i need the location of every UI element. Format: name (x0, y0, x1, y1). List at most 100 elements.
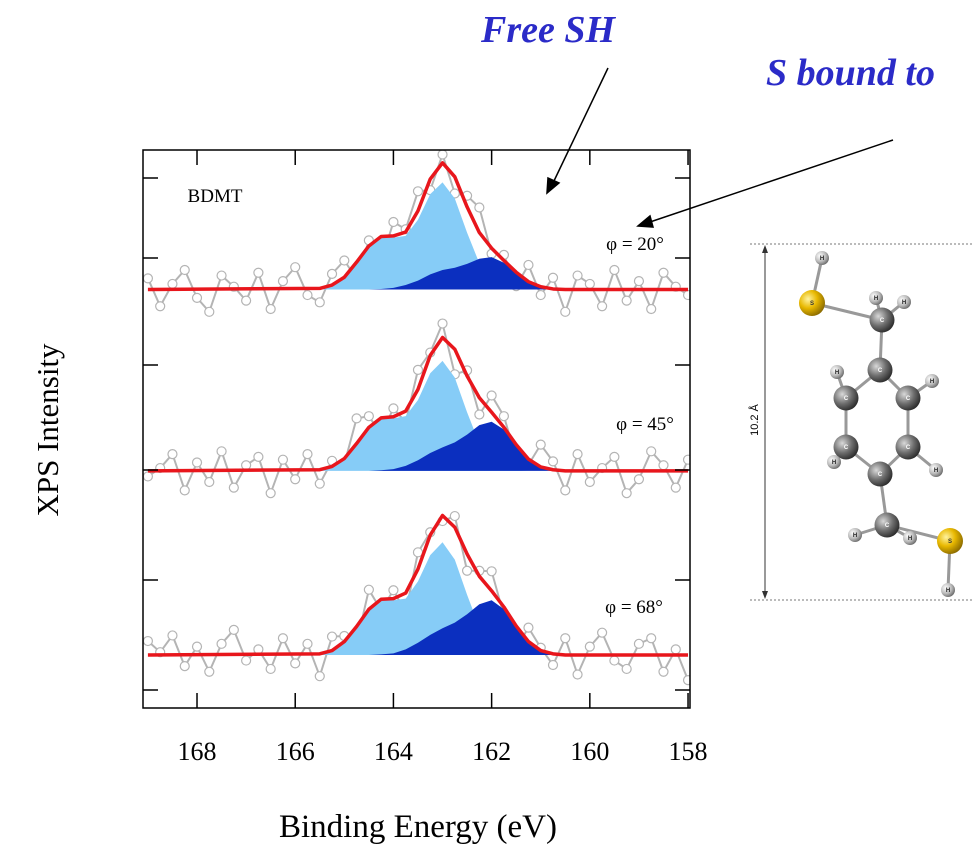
data-point (242, 461, 251, 470)
data-point (585, 279, 594, 288)
angle-label: φ = 20° (606, 234, 664, 255)
page: 168166164162160158 BDMT φ = 20° φ = 45° … (0, 0, 974, 850)
data-point (328, 632, 337, 641)
data-point (328, 269, 337, 278)
data-point (634, 639, 643, 648)
data-point (315, 298, 324, 307)
data-point (291, 659, 300, 668)
data-point (217, 271, 226, 280)
atom-label: H (946, 588, 950, 594)
data-point (561, 634, 570, 643)
data-point (684, 455, 693, 464)
atom-label: C (885, 523, 890, 529)
atom-label: H (934, 468, 938, 474)
atom-label: H (820, 256, 824, 262)
data-point (622, 296, 631, 305)
data-point (585, 478, 594, 487)
dimension-label: 10.2 Å (748, 403, 761, 435)
data-point (475, 410, 484, 419)
data-point (598, 302, 607, 311)
data-point (266, 305, 275, 314)
data-point (205, 667, 214, 676)
annotation: Free SH (480, 9, 617, 51)
data-point (143, 274, 152, 283)
data-point (573, 670, 582, 679)
data-point (549, 273, 558, 282)
data-point (573, 450, 582, 459)
x-tick-label: 164 (374, 737, 413, 766)
data-point (622, 664, 631, 673)
atom-label: C (880, 318, 885, 324)
data-point (180, 486, 189, 495)
data-point (291, 475, 300, 484)
data-point (143, 472, 152, 481)
data-point (156, 302, 165, 311)
data-point (524, 623, 533, 632)
atom-label: H (874, 296, 878, 302)
data-point (266, 489, 275, 498)
data-point (389, 404, 398, 413)
x-tick-label: 162 (472, 737, 511, 766)
data-point (585, 642, 594, 651)
data-point (413, 365, 422, 374)
data-point (278, 634, 287, 643)
dimension-arrow (762, 591, 768, 599)
data-point (622, 489, 631, 498)
atom-label: S (810, 301, 814, 307)
data-point (315, 479, 324, 488)
data-point (217, 447, 226, 456)
data-point (536, 440, 545, 449)
data-point (242, 296, 251, 305)
data-point (266, 664, 275, 673)
atom-label: H (930, 379, 934, 385)
y-axis-label: XPS Intensity (30, 343, 65, 517)
data-point (254, 452, 263, 461)
data-point (549, 661, 558, 670)
data-point (364, 585, 373, 594)
data-point (193, 642, 202, 651)
atom-label: H (902, 300, 906, 306)
data-point (205, 307, 214, 316)
data-point (389, 217, 398, 226)
data-point (524, 260, 533, 269)
x-tick-label: 158 (669, 737, 708, 766)
atom-label: C (844, 396, 849, 402)
data-point (671, 483, 680, 492)
data-point (438, 150, 447, 159)
data-point (364, 412, 373, 421)
angle-label: φ = 68° (605, 597, 663, 618)
data-point (647, 634, 656, 643)
atom-label: H (832, 460, 836, 466)
atom-label: C (878, 368, 883, 374)
data-point (671, 645, 680, 654)
data-point (315, 672, 324, 681)
data-point (180, 662, 189, 671)
data-point (549, 457, 558, 466)
annotation: S bound to (766, 52, 935, 94)
data-point (180, 265, 189, 274)
data-point (291, 263, 300, 272)
data-point (303, 639, 312, 648)
atom-label: C (906, 445, 911, 451)
data-point (242, 656, 251, 665)
atom-label: H (853, 533, 857, 539)
data-point (499, 412, 508, 421)
x-tick-label: 160 (570, 737, 609, 766)
data-point (229, 483, 238, 492)
x-axis-label: Binding Energy (eV) (279, 809, 557, 845)
data-point (463, 566, 472, 575)
data-point (303, 450, 312, 459)
data-point (561, 486, 570, 495)
data-point (254, 268, 263, 277)
data-point (573, 271, 582, 280)
data-point (475, 203, 484, 212)
data-point (340, 256, 349, 265)
data-point (389, 586, 398, 595)
data-point (168, 450, 177, 459)
data-point (487, 567, 496, 576)
data-point (487, 391, 496, 400)
angle-label: φ = 45° (616, 414, 674, 435)
data-point (610, 656, 619, 665)
data-point (536, 291, 545, 300)
data-point (193, 293, 202, 302)
